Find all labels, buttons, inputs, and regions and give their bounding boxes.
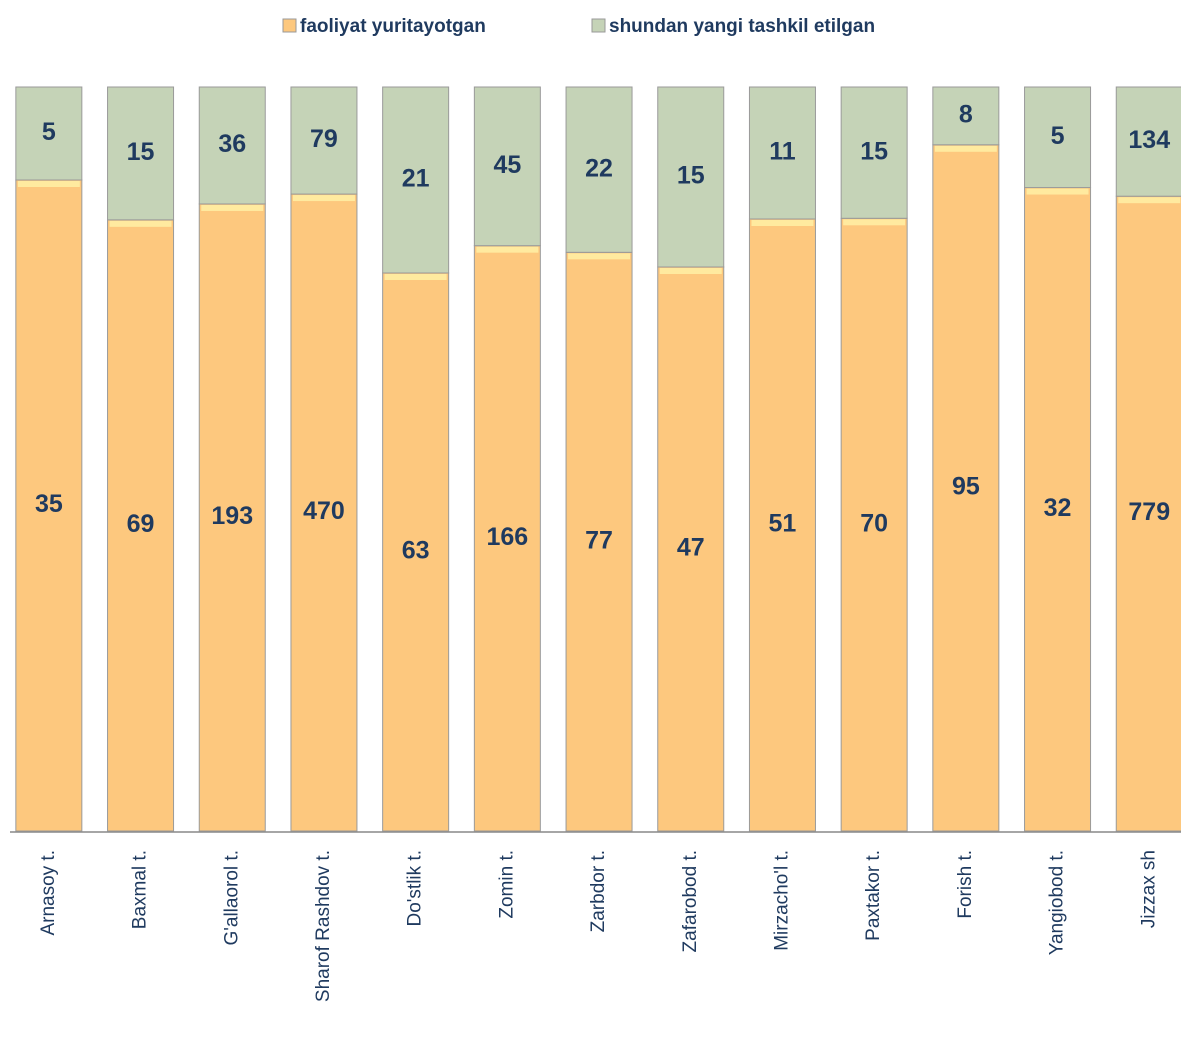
data-label: 45: [493, 151, 521, 179]
data-label: 134: [1128, 126, 1170, 154]
data-label: 70: [860, 509, 888, 537]
data-label: 77: [585, 526, 613, 554]
bar-segment: [382, 272, 450, 832]
bar-highlight: [109, 220, 172, 227]
bar-highlight: [843, 219, 906, 226]
data-label: 15: [677, 162, 705, 190]
x-tick-label: Do'stlik t.: [405, 850, 426, 926]
bar-segment: [198, 86, 266, 205]
bar-segment: [473, 86, 541, 247]
bar-highlight: [568, 253, 631, 260]
bar-segment: [15, 179, 83, 832]
legend-swatch: [282, 18, 297, 33]
bar-highlight: [659, 268, 722, 274]
data-label: 69: [127, 510, 155, 538]
data-label: 51: [769, 510, 797, 538]
data-label: 63: [402, 537, 430, 565]
x-tick-label: Mirzacho'l t.: [771, 850, 792, 951]
x-tick-label: Zafarobod t.: [680, 850, 701, 952]
data-label: 5: [1051, 122, 1065, 150]
bar-highlight: [476, 246, 539, 253]
bar-segment: [565, 86, 633, 253]
x-tick-label: Yangiobod t.: [1047, 850, 1068, 955]
data-label: 8: [959, 101, 973, 129]
bar-segment: [932, 86, 1000, 146]
bar-highlight: [384, 274, 447, 280]
legend-swatch: [591, 18, 606, 33]
bar-segment: [107, 219, 175, 832]
x-tick-label: Zomin t.: [496, 850, 517, 919]
data-label: 15: [860, 137, 888, 165]
x-tick-label: Sharof Rashdov t.: [313, 850, 334, 1002]
data-label: 21: [402, 165, 430, 193]
bar-segment: [1024, 86, 1092, 189]
x-tick-label: Jizzax sh: [1138, 850, 1159, 928]
legend-label: faoliyat yuritayotgan: [300, 16, 486, 37]
bar-segment: [657, 86, 725, 268]
x-tick-label: Baxmal t.: [130, 850, 151, 929]
data-label: 779: [1128, 498, 1170, 526]
data-label: 35: [35, 490, 63, 518]
legend-label: shundan yangi tashkil etilgan: [609, 16, 875, 37]
bar-segment: [15, 86, 83, 181]
data-label: 193: [211, 502, 253, 530]
bar-segment: [198, 203, 266, 832]
data-label: 15: [127, 138, 155, 166]
x-tick-label: Paxtakor t.: [863, 850, 884, 941]
bar-highlight: [17, 181, 80, 187]
x-tick-label: Zarbdor t.: [588, 850, 609, 932]
bar-segment: [932, 144, 1000, 832]
bar-segment: [473, 245, 541, 832]
bar-segment: [290, 193, 358, 832]
data-label: 5: [42, 118, 56, 146]
bar-highlight: [751, 220, 814, 226]
bar-highlight: [292, 195, 355, 202]
data-label: 22: [585, 154, 613, 182]
bar-segment: [565, 251, 633, 832]
bar-segment: [1115, 195, 1181, 832]
data-label: 79: [310, 125, 338, 153]
x-tick-label: Forish t.: [955, 850, 976, 919]
x-tick-label: G'allaorol t.: [221, 850, 242, 946]
bar-segment: [748, 218, 816, 832]
bar-segment: [1024, 187, 1092, 832]
bar-highlight: [934, 145, 997, 152]
bar-segment: [382, 86, 450, 274]
data-label: 36: [218, 130, 246, 158]
x-tick-label: Arnasoy t.: [38, 850, 59, 936]
bar-segment: [1115, 86, 1181, 197]
data-label: 470: [303, 497, 345, 525]
data-label: 32: [1044, 494, 1072, 522]
bar-segment: [840, 86, 908, 219]
bar-segment: [840, 217, 908, 832]
bar-segment: [748, 86, 816, 220]
data-label: 166: [486, 523, 528, 551]
bar-segment: [657, 266, 725, 832]
bar-segment: [290, 86, 358, 195]
data-label: 11: [769, 138, 796, 166]
bar-segment: [107, 86, 175, 221]
bar-highlight: [1118, 197, 1181, 204]
bar-highlight: [201, 204, 264, 211]
bar-highlight: [1026, 188, 1089, 195]
data-label: 95: [952, 473, 980, 501]
data-label: 47: [677, 534, 705, 562]
